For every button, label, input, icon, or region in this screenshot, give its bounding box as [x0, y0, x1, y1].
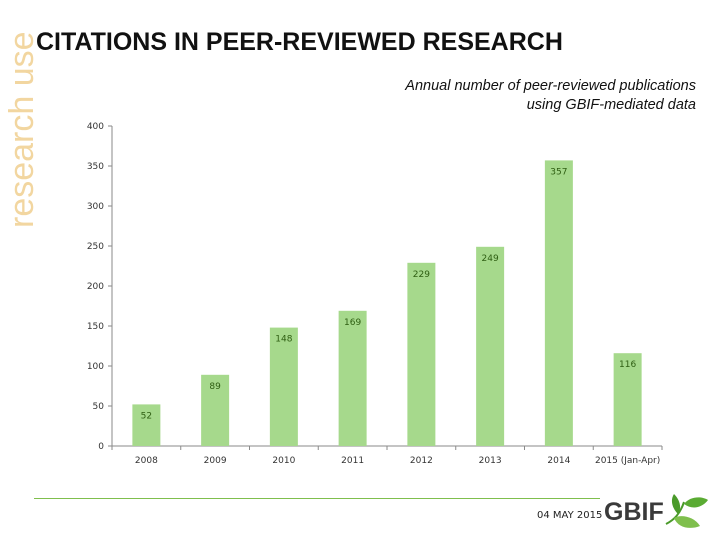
y-tick-label: 150 — [87, 322, 104, 332]
x-tick-label: 2014 — [547, 456, 570, 466]
gbif-logo: GBIF — [604, 494, 714, 534]
y-tick-label: 300 — [87, 202, 104, 212]
bar — [201, 374, 230, 446]
bar — [476, 246, 505, 446]
y-tick-label: 250 — [87, 242, 104, 252]
y-tick-label: 50 — [93, 402, 105, 412]
data-label: 229 — [413, 270, 430, 280]
bar — [544, 160, 573, 446]
x-tick-label: 2010 — [272, 456, 295, 466]
y-tick-label: 400 — [87, 122, 104, 132]
y-tick-label: 0 — [98, 442, 104, 452]
chart-subtitle-line: using GBIF-mediated data — [526, 97, 696, 113]
x-tick-label: 2015 (Jan-Apr) — [595, 456, 660, 466]
x-tick-label: 2008 — [135, 456, 158, 466]
x-tick-label: 2013 — [479, 456, 502, 466]
gbif-logo-text: GBIF — [604, 498, 664, 526]
data-label: 357 — [550, 167, 567, 177]
data-label: 52 — [141, 411, 152, 421]
data-label: 148 — [275, 335, 292, 345]
y-tick-label: 350 — [87, 162, 104, 172]
data-label: 89 — [209, 382, 221, 392]
chart-title-line: Annual number of peer-reviewed publicati… — [405, 78, 696, 94]
data-label: 169 — [344, 318, 361, 328]
bar — [407, 262, 436, 446]
footer-date: 04 MAY 2015 — [537, 510, 603, 521]
leaf-icon — [665, 494, 708, 528]
page-title: CITATIONS IN PEER-REVIEWED RESEARCH — [36, 28, 563, 56]
y-tick-label: 200 — [87, 282, 104, 292]
x-tick-label: 2012 — [410, 456, 433, 466]
chart-subtitle: Annual number of peer-reviewed publicati… — [336, 77, 696, 115]
bar — [269, 327, 298, 446]
data-label: 116 — [619, 360, 636, 370]
x-tick-label: 2011 — [341, 456, 364, 466]
bar — [338, 310, 367, 446]
data-label: 249 — [482, 254, 499, 264]
bar — [132, 404, 161, 446]
x-tick-label: 2009 — [204, 456, 227, 466]
footer-divider — [34, 498, 600, 499]
bar — [613, 353, 642, 446]
y-tick-label: 100 — [87, 362, 104, 372]
